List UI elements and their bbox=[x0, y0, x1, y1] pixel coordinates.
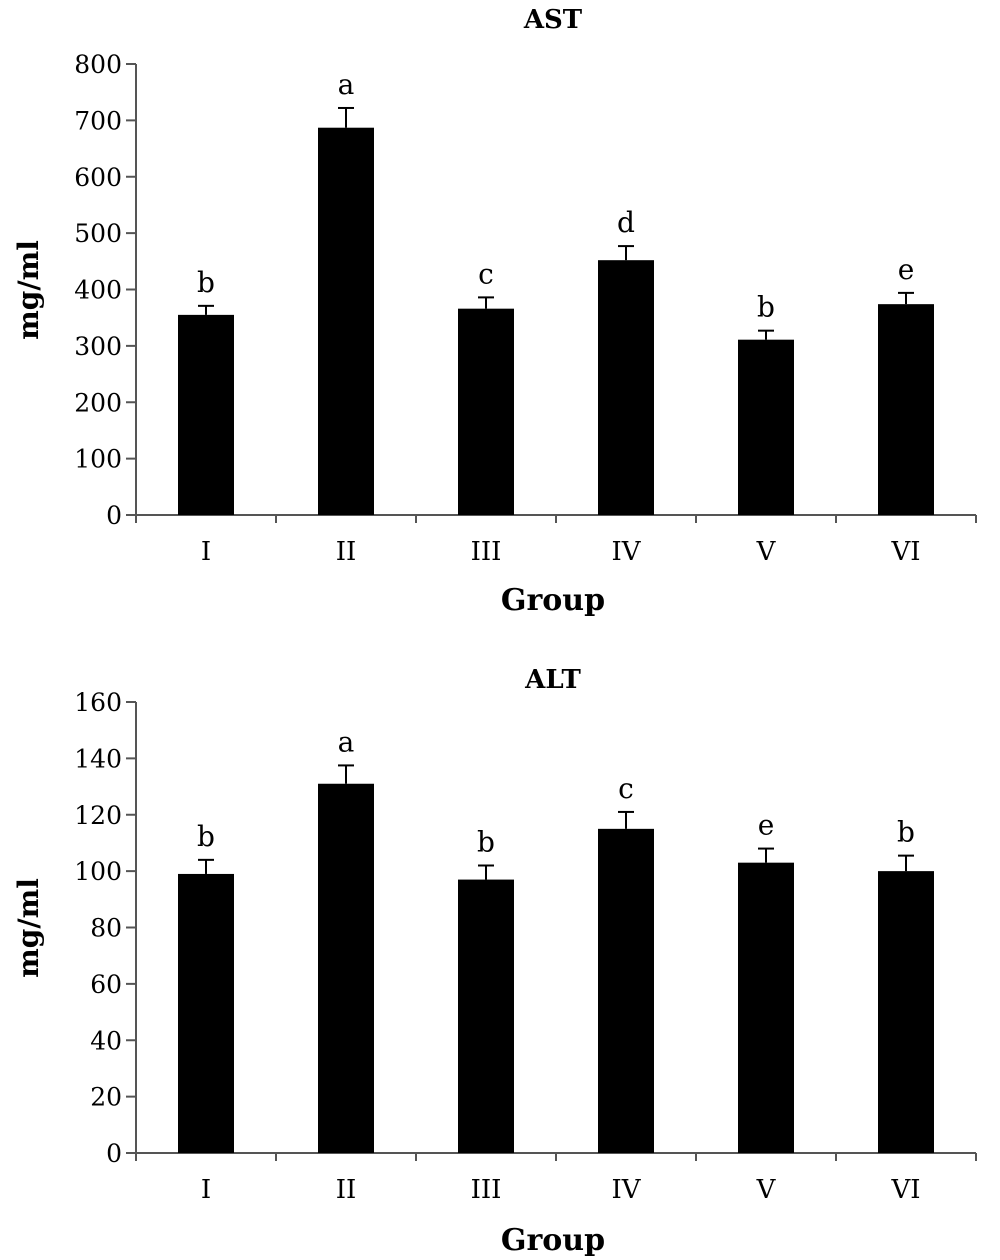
x-tick-label: IV bbox=[611, 537, 641, 567]
y-tick-label: 40 bbox=[90, 1026, 122, 1055]
y-tick-label: 400 bbox=[74, 276, 122, 305]
y-tick-label: 500 bbox=[74, 219, 122, 248]
bar-V bbox=[738, 339, 794, 515]
bar-I bbox=[178, 873, 234, 1153]
chart-title: ALT bbox=[524, 665, 581, 695]
significance-label: a bbox=[338, 725, 355, 758]
bar-II bbox=[318, 783, 374, 1153]
y-tick-label: 0 bbox=[106, 1139, 122, 1168]
y-tick-label: 100 bbox=[74, 445, 122, 474]
significance-label: e bbox=[898, 253, 915, 286]
y-tick-label: 100 bbox=[74, 857, 122, 886]
y-tick-label: 600 bbox=[74, 163, 122, 192]
y-tick-label: 160 bbox=[74, 688, 122, 717]
significance-label: c bbox=[478, 257, 494, 290]
x-tick-label: VI bbox=[890, 1175, 920, 1205]
y-tick-label: 20 bbox=[90, 1083, 122, 1112]
significance-label: b bbox=[197, 820, 215, 853]
x-tick-label: III bbox=[471, 1175, 502, 1205]
x-tick-label: III bbox=[471, 537, 502, 567]
chart-alt: ALT mg/ml Group 0 20 40 60 80 100 120 140 160 Ib I… bbox=[12, 665, 977, 1258]
y-tick-label: 80 bbox=[90, 914, 122, 943]
significance-label: b bbox=[197, 266, 215, 299]
bar-VI bbox=[878, 871, 934, 1153]
significance-label: b bbox=[757, 291, 775, 324]
significance-label: b bbox=[477, 825, 495, 858]
x-tick-label: II bbox=[336, 1175, 357, 1205]
x-tick-label: V bbox=[756, 537, 777, 567]
bar-V bbox=[738, 862, 794, 1153]
chart-title: AST bbox=[523, 5, 583, 35]
y-axis-label: mg/ml bbox=[12, 240, 45, 340]
y-axis-label: mg/ml bbox=[12, 878, 45, 978]
y-tick-label: 700 bbox=[74, 106, 122, 135]
y-tick-label: 800 bbox=[74, 50, 122, 79]
x-tick-label: IV bbox=[611, 1175, 641, 1205]
y-tick-label: 0 bbox=[106, 501, 122, 530]
y-tick-label: 60 bbox=[90, 970, 122, 999]
significance-label: e bbox=[758, 809, 775, 842]
bar-I bbox=[178, 314, 234, 515]
y-tick-label: 300 bbox=[74, 332, 122, 361]
bar-II bbox=[318, 127, 374, 516]
x-tick-label: I bbox=[201, 537, 211, 567]
significance-label: d bbox=[617, 206, 635, 239]
x-axis-label: Group bbox=[501, 583, 605, 618]
chart-ast: AST mg/ml Group 0 100 200 300 400 500 600 700 80… bbox=[12, 5, 977, 618]
bar-III bbox=[458, 308, 514, 515]
bar-IV bbox=[598, 828, 654, 1153]
x-tick-label: II bbox=[336, 537, 357, 567]
x-tick-label: I bbox=[201, 1175, 211, 1205]
bar-VI bbox=[878, 304, 934, 515]
x-tick-label: VI bbox=[890, 537, 920, 567]
significance-label: a bbox=[338, 68, 355, 101]
y-tick-label: 140 bbox=[74, 744, 122, 773]
y-tick-label: 200 bbox=[74, 388, 122, 417]
bar-IV bbox=[598, 260, 654, 515]
bar-III bbox=[458, 879, 514, 1153]
significance-label: b bbox=[897, 816, 915, 849]
x-axis-label: Group bbox=[501, 1223, 605, 1258]
x-tick-label: V bbox=[756, 1175, 777, 1205]
significance-label: c bbox=[618, 772, 634, 805]
y-tick-label: 120 bbox=[74, 801, 122, 830]
